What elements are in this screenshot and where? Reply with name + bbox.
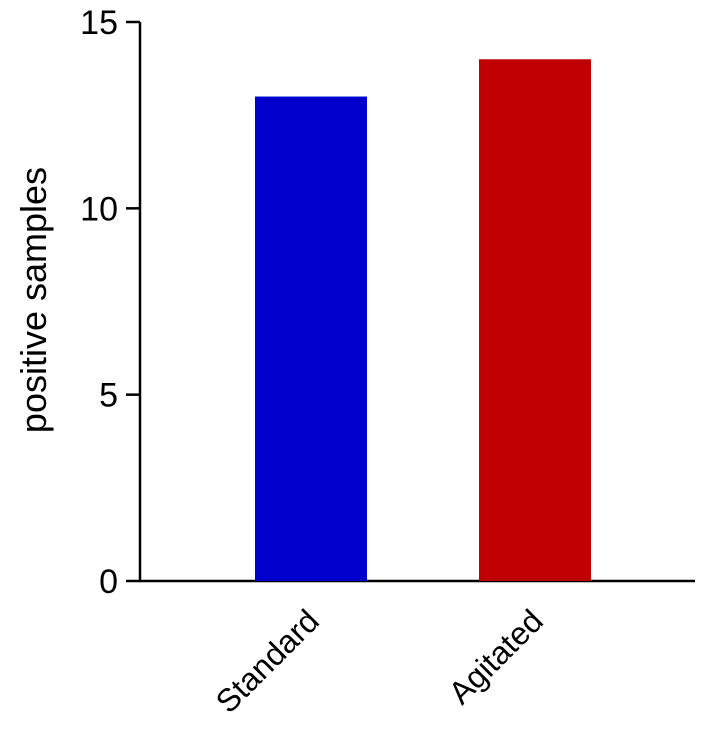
category-label-standard: Standard	[209, 602, 326, 719]
category-label-agitated: Agitated	[441, 602, 549, 710]
bar-agitated	[479, 59, 591, 582]
y-axis: 0 5 10 15	[80, 4, 142, 601]
y-tick-label: 10	[80, 190, 118, 228]
y-tick-label: 0	[99, 563, 118, 601]
category-labels: Standard Agitated	[209, 602, 550, 719]
bars	[255, 59, 591, 582]
y-axis-title: positive samples	[13, 167, 54, 433]
y-tick-label: 5	[99, 377, 118, 415]
y-tick-label: 15	[80, 4, 118, 42]
bar-standard	[255, 96, 367, 582]
